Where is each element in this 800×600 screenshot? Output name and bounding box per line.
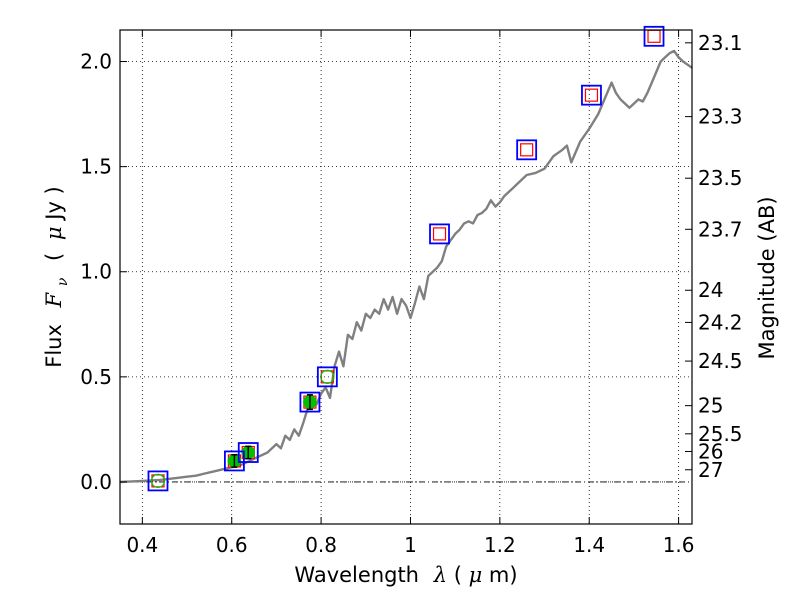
- filter-band-marker: [147, 470, 169, 492]
- x-tick-label: 0.6: [216, 533, 248, 557]
- y-axis-label-subscript: ν: [55, 277, 71, 286]
- spectrum-layer: [119, 49, 693, 484]
- x-tick-label: 1: [404, 533, 417, 557]
- filter-band-marker: [299, 391, 321, 413]
- x-axis-label-text: Wavelength: [294, 563, 419, 587]
- x-axis-label-symbol: λ: [433, 563, 447, 587]
- markers-layer: [147, 25, 665, 492]
- y-axis-label-symbol: F: [42, 291, 66, 308]
- x-axis-label-unit-open: (: [454, 563, 462, 587]
- x-axis-label-unit-close: m): [489, 563, 518, 587]
- magnitude-tick-label: 23.7: [698, 217, 743, 241]
- y-tick-label: 0.5: [80, 365, 112, 389]
- y-tick-label: 1.5: [80, 155, 112, 179]
- y-tick-label: 1.0: [80, 260, 112, 284]
- magnitude-axis-label: Magnitude (AB): [755, 196, 779, 359]
- spectrum-line: [119, 49, 693, 484]
- x-tick-label: 0.4: [126, 533, 158, 557]
- model-photometry-point: [584, 88, 599, 102]
- magnitude-tick-label: 23.3: [698, 105, 743, 129]
- filter-band-marker: [316, 366, 338, 388]
- y-axis-label-unit-mu: μ: [42, 226, 66, 240]
- filter-band-marker: [237, 442, 259, 463]
- magnitude-tick-label: 25: [698, 394, 723, 418]
- magnitude-tick-label: 23.1: [698, 31, 743, 55]
- magnitude-tick-label: 26: [698, 439, 723, 463]
- x-axis-label: Wavelength λ ( μ m): [294, 563, 517, 587]
- model-photometry-point: [520, 143, 534, 157]
- filter-band-marker: [516, 139, 538, 161]
- magnitude-tick-label: 24: [698, 278, 723, 302]
- magnitude-tick-label: 24.5: [698, 349, 743, 373]
- y-axis-label: Flux F ν ( μ Jy ): [42, 186, 72, 368]
- ticks-layer: [120, 30, 692, 524]
- filter-band-marker: [581, 84, 602, 106]
- y-axis-label-unit-open: (: [42, 253, 66, 261]
- grid-layer: [120, 30, 692, 524]
- magnitude-tick-label: 24.2: [698, 310, 743, 334]
- x-tick-label: 0.8: [305, 533, 337, 557]
- filter-band-marker: [643, 25, 665, 47]
- filter-band-marker: [429, 223, 450, 245]
- y-axis-label-prefix: Flux: [42, 324, 66, 368]
- plot-frame: [119, 29, 693, 525]
- y-tick-label: 0.0: [80, 470, 112, 494]
- y-axis-label-unit-close: Jy ): [42, 186, 66, 222]
- model-photometry-point: [432, 227, 447, 241]
- x-tick-label: 1.2: [484, 533, 516, 557]
- x-tick-labels: 0.4 0.6 0.8 1 1.2 1.4 1.6: [126, 533, 694, 557]
- filter-band-marker: [223, 450, 245, 472]
- model-photometry-point: [647, 29, 661, 43]
- y-tick-labels: 0.0 0.5 1.0 1.5 2.0: [80, 50, 112, 494]
- observed-photometry-point: [150, 473, 166, 489]
- magnitude-tick-label: 23.5: [698, 166, 743, 190]
- y-tick-label: 2.0: [80, 50, 112, 74]
- observed-photometry-point: [320, 369, 335, 384]
- magnitude-tick-label: 27: [698, 458, 723, 482]
- x-axis-label-unit-mu: μ: [469, 563, 483, 587]
- x-tick-label: 1.6: [663, 533, 695, 557]
- magnitude-tick-label: 25.5: [698, 422, 743, 446]
- x-tick-label: 1.4: [573, 533, 605, 557]
